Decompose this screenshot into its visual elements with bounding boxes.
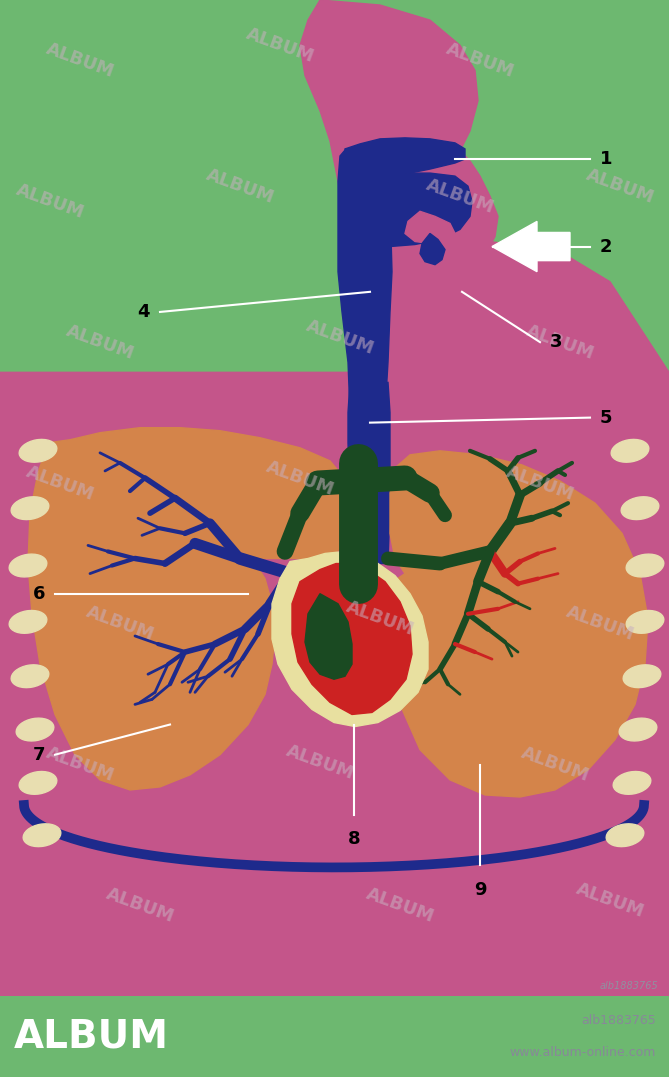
Polygon shape xyxy=(420,234,445,265)
Text: ALBUM: ALBUM xyxy=(343,598,417,640)
Text: 3: 3 xyxy=(550,333,563,351)
Text: 7: 7 xyxy=(33,745,45,764)
Text: ALBUM: ALBUM xyxy=(504,462,577,504)
Text: ALBUM: ALBUM xyxy=(518,744,591,785)
Ellipse shape xyxy=(19,439,57,462)
Polygon shape xyxy=(338,149,392,412)
Text: ALBUM: ALBUM xyxy=(13,1018,169,1055)
Ellipse shape xyxy=(606,824,644,847)
Polygon shape xyxy=(292,563,412,714)
Text: ALBUM: ALBUM xyxy=(284,742,357,783)
Text: ALBUM: ALBUM xyxy=(244,25,316,66)
Text: 9: 9 xyxy=(474,881,486,898)
Text: ALBUM: ALBUM xyxy=(363,885,437,926)
Text: ALBUM: ALBUM xyxy=(23,462,96,504)
Polygon shape xyxy=(305,593,352,680)
Ellipse shape xyxy=(23,824,61,847)
Polygon shape xyxy=(272,551,428,727)
Text: ALBUM: ALBUM xyxy=(423,176,496,216)
Text: www.album-online.com: www.album-online.com xyxy=(509,1046,656,1060)
Ellipse shape xyxy=(9,555,47,577)
Text: ALBUM: ALBUM xyxy=(203,166,276,207)
Text: alb1883765: alb1883765 xyxy=(581,1013,656,1027)
Ellipse shape xyxy=(16,718,54,741)
Polygon shape xyxy=(0,241,669,996)
Text: 6: 6 xyxy=(33,585,45,603)
Text: ALBUM: ALBUM xyxy=(304,317,377,358)
Polygon shape xyxy=(300,0,498,403)
Ellipse shape xyxy=(9,611,47,633)
Ellipse shape xyxy=(19,771,57,794)
Polygon shape xyxy=(28,428,348,789)
Ellipse shape xyxy=(11,665,49,687)
Text: ALBUM: ALBUM xyxy=(13,181,86,222)
FancyArrow shape xyxy=(492,222,570,271)
Text: ALBUM: ALBUM xyxy=(64,322,136,363)
Polygon shape xyxy=(385,451,648,797)
Text: 5: 5 xyxy=(600,408,613,426)
Text: 2: 2 xyxy=(600,238,613,255)
Ellipse shape xyxy=(611,439,649,462)
Ellipse shape xyxy=(626,611,664,633)
Text: ALBUM: ALBUM xyxy=(264,458,337,499)
Text: ALBUM: ALBUM xyxy=(573,880,646,921)
Ellipse shape xyxy=(619,718,657,741)
Polygon shape xyxy=(348,382,390,563)
Text: ALBUM: ALBUM xyxy=(583,166,656,207)
Text: ALBUM: ALBUM xyxy=(104,885,177,926)
Ellipse shape xyxy=(626,555,664,577)
Text: ALBUM: ALBUM xyxy=(444,40,516,81)
Text: ALBUM: ALBUM xyxy=(523,322,597,363)
Text: ALBUM: ALBUM xyxy=(43,744,116,785)
Text: ALBUM: ALBUM xyxy=(563,603,637,644)
Text: alb1883765: alb1883765 xyxy=(599,981,658,991)
Text: 4: 4 xyxy=(138,303,150,321)
Ellipse shape xyxy=(622,496,659,519)
Ellipse shape xyxy=(624,665,661,687)
Ellipse shape xyxy=(11,496,49,519)
Polygon shape xyxy=(345,173,472,247)
Text: ALBUM: ALBUM xyxy=(43,40,116,81)
Ellipse shape xyxy=(613,771,651,794)
Polygon shape xyxy=(405,211,455,243)
Text: 1: 1 xyxy=(600,150,613,168)
Text: 8: 8 xyxy=(348,830,361,849)
Polygon shape xyxy=(345,138,465,177)
Text: ALBUM: ALBUM xyxy=(84,603,157,644)
